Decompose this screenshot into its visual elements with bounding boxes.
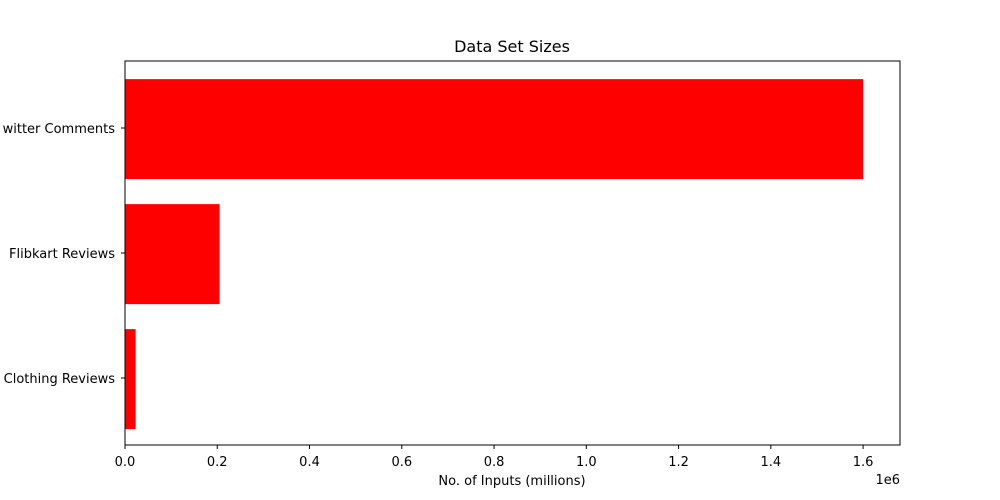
x-tick-label: 1.4 [760,455,781,470]
x-tick-label: 1.0 [576,455,597,470]
x-axis: 0.0 0.2 0.4 0.6 0.8 1.0 1.2 1.4 1.6 [115,445,874,470]
x-tick-label: 0.8 [484,455,505,470]
y-axis: witter Comments Flibkart Reviews Clothing … [3,122,125,387]
x-tick-label: 0.4 [299,455,320,470]
x-tick-label: 0.2 [207,455,228,470]
x-tick-label: 1.6 [853,455,874,470]
x-axis-offset-text: 1e6 [875,473,900,488]
x-axis-label: No. of Inputs (millions) [438,474,585,489]
y-tick-label: witter Comments [3,122,116,137]
x-tick-label: 0.6 [391,455,412,470]
bar-1 [125,204,220,305]
y-tick-label: Flibkart Reviews [9,247,115,262]
chart-title: Data Set Sizes [454,37,570,56]
bars-group [125,79,864,430]
x-tick-label: 0.0 [115,455,136,470]
bar-2 [125,329,136,430]
x-tick-label: 1.2 [668,455,689,470]
y-tick-label: Clothing Reviews [4,372,116,387]
bar-0 [125,79,864,180]
